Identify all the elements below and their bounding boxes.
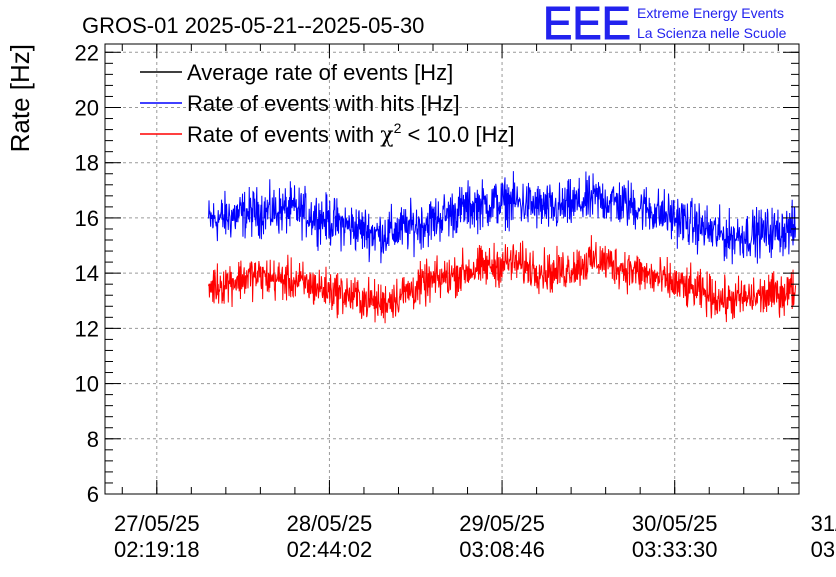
y-tick-label: 12 [75,316,99,341]
eee-logo-mark: EEE [543,0,631,49]
y-tick-label: 14 [75,261,99,286]
x-tick-label-time: 02:44:02 [287,537,373,562]
legend-label-chi2: Rate of events with χ2 < 10.0 [Hz] [187,120,514,148]
legend-label-hits: Rate of events with hits [Hz] [187,91,460,116]
legend-label-average: Average rate of events [Hz] [187,60,453,85]
y-tick-labels: 6 8 10 12 14 16 18 20 22 [75,40,99,507]
eee-logo-line1: Extreme Energy Events [637,5,784,21]
y-tick-label: 20 [75,95,99,120]
x-tick-label-date: 31/05/2 [811,511,836,536]
series-line-1 [208,171,797,265]
y-tick-label: 22 [75,40,99,65]
legend-chi2-superscript: 2 [394,120,402,136]
legend: Average rate of events [Hz] Rate of even… [140,60,514,148]
series-layer [208,171,797,324]
x-tick-label-time: 03:58:1 [811,537,836,562]
x-tick-label-date: 29/05/25 [459,511,545,536]
x-tick-label-date: 27/05/25 [114,511,200,536]
y-tick-label: 6 [87,482,99,507]
x-tick-label-time: 02:19:18 [114,537,200,562]
x-tick-label-date: 30/05/25 [632,511,718,536]
x-tick-label-date: 28/05/25 [287,511,373,536]
eee-logo: EEE Extreme Energy Events La Scienza nel… [543,0,787,50]
plot-frame [104,43,800,495]
legend-chi2-prefix: Rate of events with [187,122,380,147]
y-tick-label: 16 [75,206,99,231]
series-line-2 [208,235,797,324]
legend-chi2-suffix: < 10.0 [Hz] [401,122,514,147]
y-tick-label: 18 [75,151,99,176]
grid-lines [105,44,799,495]
x-tick-label-time: 03:08:46 [459,537,545,562]
eee-logo-line2: La Scienza nelle Scuole [637,25,787,41]
chart-title: GROS-01 2025-05-21--2025-05-30 [82,13,424,38]
y-tick-label: 8 [87,427,99,452]
x-tick-label-time: 03:33:30 [632,537,718,562]
y-tick-label: 10 [75,372,99,397]
legend-chi2-symbol: χ [380,123,393,148]
y-axis-label: Rate [Hz] [5,44,35,152]
axis-ticks [105,44,799,495]
